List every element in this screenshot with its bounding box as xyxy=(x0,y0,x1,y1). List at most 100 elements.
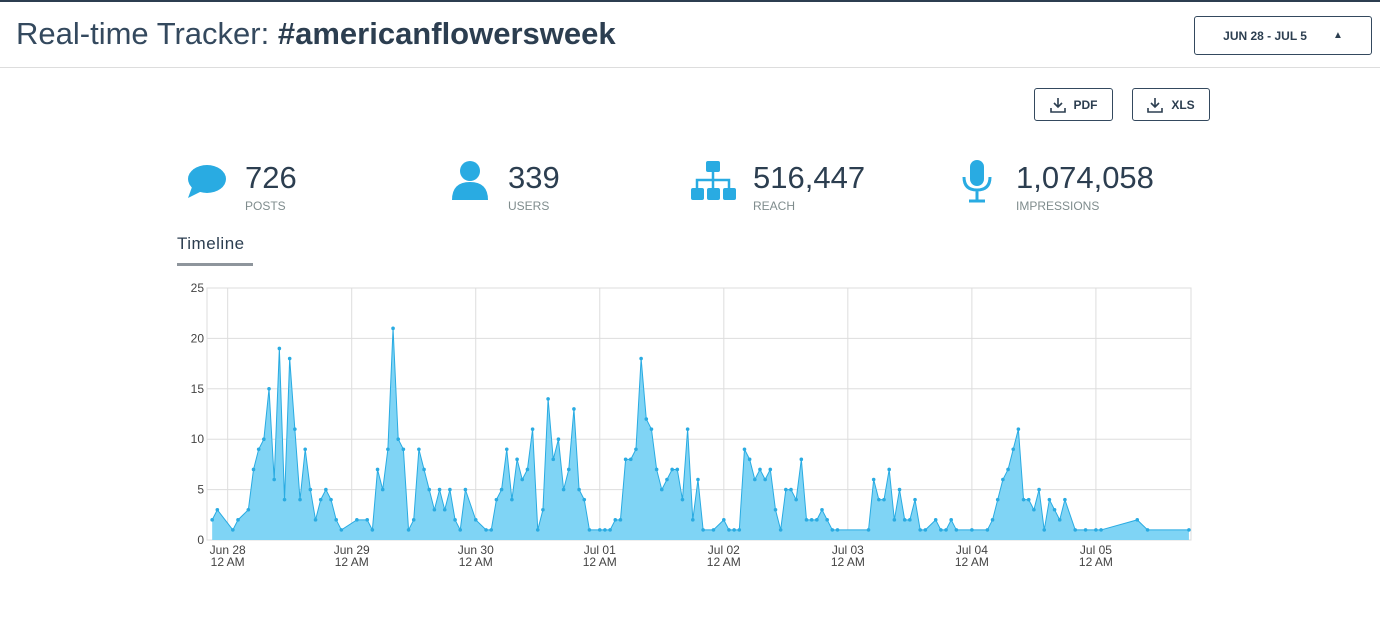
data-point xyxy=(742,447,747,452)
data-point xyxy=(908,518,912,522)
y-tick-label: 15 xyxy=(191,382,205,396)
download-icon xyxy=(1049,97,1066,113)
data-point xyxy=(954,528,959,532)
x-tick-label: Jul 02 xyxy=(708,543,740,557)
xls-button[interactable]: XLS xyxy=(1132,88,1210,121)
data-point xyxy=(830,528,835,532)
pdf-label: PDF xyxy=(1073,97,1098,112)
data-point xyxy=(618,518,623,522)
data-point xyxy=(432,507,437,512)
data-point xyxy=(401,447,406,452)
data-point xyxy=(644,417,649,421)
data-point xyxy=(1099,528,1103,532)
y-tick-label: 0 xyxy=(197,533,204,547)
data-point xyxy=(758,467,762,472)
data-point xyxy=(442,507,447,512)
data-point xyxy=(561,487,566,492)
data-point xyxy=(1001,477,1005,482)
data-point xyxy=(608,528,612,532)
data-point xyxy=(944,528,948,532)
data-point xyxy=(995,497,1000,502)
data-point xyxy=(318,497,323,502)
data-point xyxy=(525,467,530,472)
data-point xyxy=(1037,487,1041,492)
x-tick-label: 12 AM xyxy=(831,555,865,569)
data-point xyxy=(256,447,261,452)
data-point xyxy=(1052,507,1057,512)
data-point xyxy=(784,487,788,492)
data-point xyxy=(437,487,442,492)
data-point xyxy=(324,487,328,492)
data-point xyxy=(897,487,902,492)
data-point xyxy=(365,518,370,522)
stat-value: 516,447 xyxy=(753,160,866,195)
data-point xyxy=(711,528,716,532)
y-tick-label: 25 xyxy=(191,281,205,295)
data-point xyxy=(1083,528,1088,532)
data-point xyxy=(685,427,690,431)
data-point xyxy=(820,507,824,512)
data-point xyxy=(887,467,891,472)
data-point xyxy=(515,457,519,462)
data-point xyxy=(551,457,556,462)
data-point xyxy=(603,528,607,532)
date-range: JUN 28 - JUL 5 xyxy=(1223,28,1307,43)
data-point xyxy=(1073,528,1078,532)
data-point xyxy=(970,528,974,532)
data-point xyxy=(892,518,897,522)
data-point xyxy=(990,518,995,522)
data-point xyxy=(696,477,700,482)
date-range-button[interactable]: JUN 28 - JUL 5 ▲ xyxy=(1194,16,1372,55)
x-tick-label: Jun 29 xyxy=(334,543,370,557)
data-point xyxy=(628,457,633,462)
x-tick-label: 12 AM xyxy=(955,555,989,569)
title-text: Real-time Tracker: xyxy=(16,16,270,51)
y-tick-label: 20 xyxy=(191,331,205,345)
data-point xyxy=(680,497,685,502)
data-point xyxy=(546,397,550,401)
data-point xyxy=(1135,518,1140,522)
x-tick-label: 12 AM xyxy=(459,555,493,569)
data-point xyxy=(489,528,494,532)
data-point xyxy=(871,477,876,482)
data-point xyxy=(1016,427,1021,431)
data-point xyxy=(1187,528,1191,532)
data-point xyxy=(1042,528,1047,532)
data-point xyxy=(1063,497,1067,502)
data-point xyxy=(566,467,571,472)
x-tick-label: 12 AM xyxy=(211,555,245,569)
data-point xyxy=(272,477,276,482)
impressions-icon xyxy=(962,160,992,203)
data-point xyxy=(1011,447,1016,452)
data-point xyxy=(422,467,426,472)
data-point xyxy=(597,528,602,532)
timeline-tab[interactable]: Timeline xyxy=(177,234,245,253)
data-point xyxy=(236,518,240,522)
data-point xyxy=(411,518,416,522)
data-point xyxy=(406,528,411,532)
data-point xyxy=(918,528,922,532)
data-point xyxy=(1057,518,1062,522)
page-title: Real-time Tracker: #americanflowersweek xyxy=(16,16,616,52)
data-point xyxy=(427,487,432,492)
data-point xyxy=(815,518,819,522)
data-point xyxy=(303,447,307,452)
data-point xyxy=(210,518,214,522)
data-point xyxy=(391,326,395,331)
data-point xyxy=(587,528,592,532)
data-point xyxy=(380,487,385,492)
pdf-button[interactable]: PDF xyxy=(1034,88,1113,121)
data-point xyxy=(701,528,705,532)
data-point xyxy=(613,518,618,522)
data-point xyxy=(448,487,452,492)
data-point xyxy=(453,518,457,522)
data-point xyxy=(510,497,514,502)
stat-value: 726 xyxy=(245,160,297,195)
data-point xyxy=(768,467,773,472)
data-point xyxy=(835,528,840,532)
data-point xyxy=(825,518,829,522)
posts-icon xyxy=(188,165,226,198)
data-point xyxy=(577,487,581,492)
